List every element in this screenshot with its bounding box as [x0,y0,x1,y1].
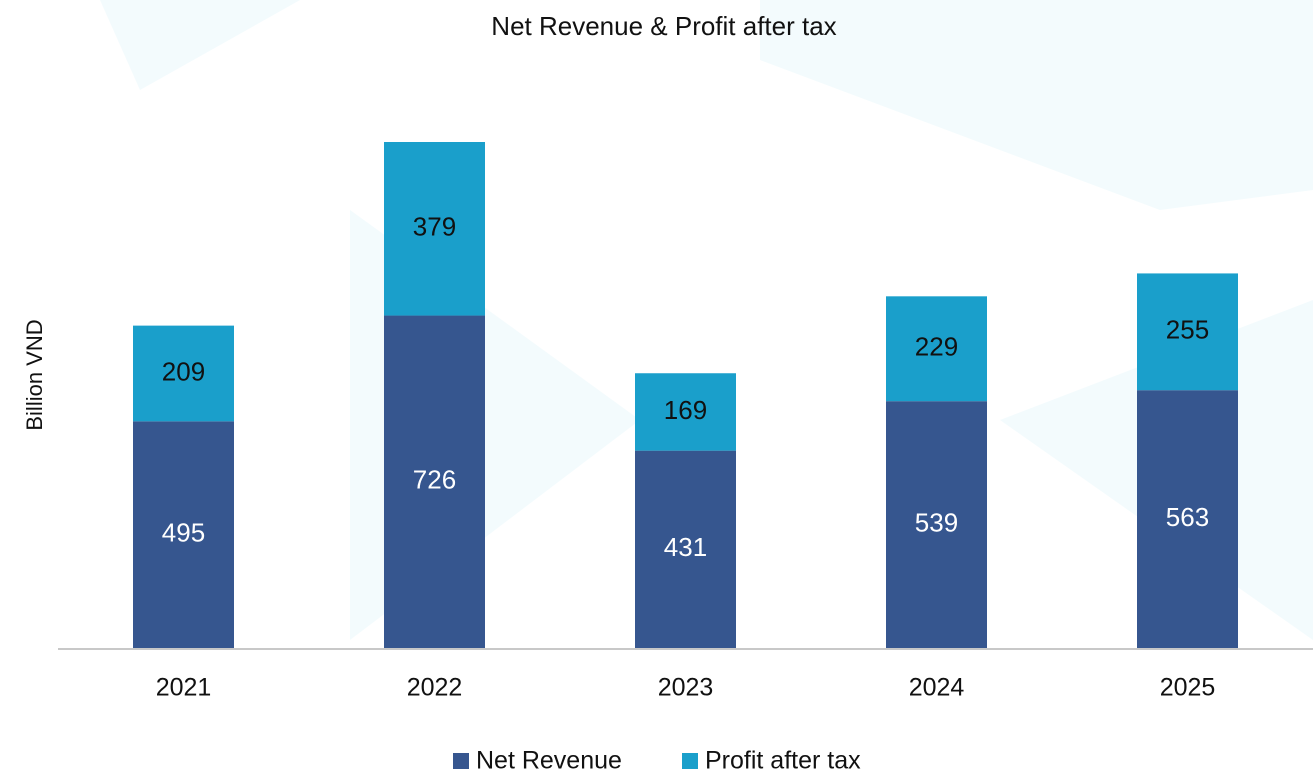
data-label: 563 [1166,502,1209,532]
x-tick-label: 2023 [658,674,714,702]
data-label: 431 [664,532,707,562]
bar-segment [1137,273,1238,391]
y-axis-label: Billion VND [22,319,47,430]
x-tick-label: 2022 [407,674,463,702]
legend-swatch [682,753,698,769]
bar-segment [635,373,736,451]
bar-segment [1137,390,1238,648]
x-tick-label: 2025 [1160,674,1216,702]
data-label: 209 [162,356,205,386]
data-label: 169 [664,395,707,425]
bar-segment [384,142,485,316]
background-shape [760,0,1313,210]
legend-label: Net Revenue [476,747,622,775]
data-label: 255 [1166,315,1209,345]
data-label: 229 [915,332,958,362]
bar-segment [133,325,234,422]
legend-swatch [453,753,469,769]
data-label: 495 [162,518,205,548]
chart-title: Net Revenue & Profit after tax [491,11,836,41]
bar-segment [635,450,736,648]
x-tick-label: 2024 [909,674,965,702]
bar-segment [133,421,234,648]
bar-segment [886,401,987,648]
data-label: 726 [413,465,456,495]
bar-segment [886,296,987,402]
x-tick-label: 2021 [156,674,212,702]
data-label: 379 [413,212,456,242]
data-label: 539 [915,507,958,537]
legend-label: Profit after tax [705,747,861,775]
bar-segment [384,315,485,648]
background-shape [100,0,300,90]
